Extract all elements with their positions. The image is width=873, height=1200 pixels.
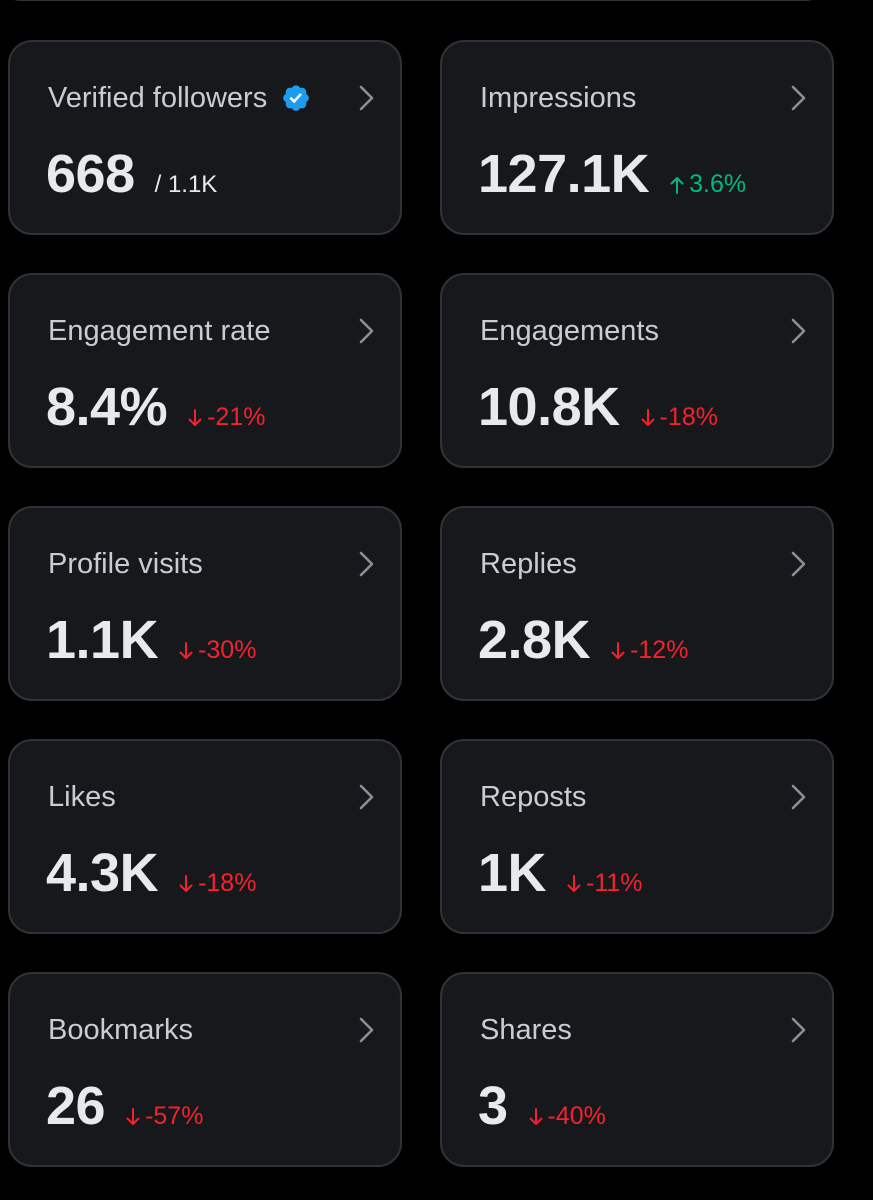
chevron-right-icon[interactable] — [356, 1016, 378, 1044]
arrow-up-icon — [670, 177, 684, 194]
metric-delta-value: -21% — [207, 403, 266, 431]
metric-delta: -40% — [528, 1102, 606, 1131]
metric-delta: -30% — [178, 636, 256, 665]
metric-label: Bookmarks — [48, 1014, 194, 1046]
metric-label: Replies — [480, 548, 577, 580]
chevron-right-icon[interactable] — [356, 783, 378, 811]
arrow-down-icon — [611, 642, 625, 659]
metric-delta-value: -30% — [198, 636, 257, 664]
metric-delta: -18% — [178, 869, 256, 898]
metric-label: Likes — [48, 781, 116, 813]
metric-value: 127.1K — [478, 144, 650, 204]
metric-card-reposts[interactable]: Reposts 1K -11% — [440, 739, 834, 934]
metric-delta: 3.6% — [669, 170, 746, 199]
metric-card-impressions[interactable]: Impressions 127.1K 3.6% — [440, 40, 834, 235]
metric-delta-value: -40% — [547, 1102, 606, 1130]
metric-value: 668 — [46, 144, 135, 204]
arrow-down-icon — [179, 642, 193, 659]
metric-delta: -18% — [640, 403, 718, 432]
metric-label: Reposts — [480, 781, 587, 813]
metric-label: Impressions — [480, 82, 637, 114]
metric-value: 10.8K — [478, 377, 620, 437]
metric-label: Profile visits — [48, 548, 203, 580]
metric-delta: -57% — [125, 1102, 203, 1131]
metric-value: 4.3K — [46, 843, 159, 903]
metric-label: Shares — [480, 1014, 572, 1046]
metric-delta-value: -11% — [586, 869, 643, 897]
metric-label: Verified followers — [48, 82, 268, 114]
arrow-down-icon — [126, 1108, 140, 1125]
metric-value: 3 — [478, 1076, 508, 1136]
chevron-right-icon[interactable] — [788, 550, 810, 578]
metric-label: Engagements — [480, 315, 659, 347]
verified-badge-icon — [283, 85, 310, 111]
metric-value: 2.8K — [478, 610, 591, 670]
metric-delta-value: -57% — [145, 1102, 204, 1130]
chevron-right-icon[interactable] — [356, 84, 378, 112]
arrow-down-icon — [567, 875, 581, 892]
metric-card-replies[interactable]: Replies 2.8K -12% — [440, 506, 834, 701]
metric-card-engagements[interactable]: Engagements 10.8K -18% — [440, 273, 834, 468]
metric-delta-value: -12% — [630, 636, 689, 664]
metric-delta: -12% — [610, 636, 688, 665]
metric-total: / 1.1K — [154, 171, 218, 198]
metric-card-verified-followers[interactable]: Verified followers 668 / 1.1K — [8, 40, 402, 235]
chevron-right-icon[interactable] — [788, 317, 810, 345]
metric-delta: -11% — [566, 869, 643, 898]
chevron-right-icon[interactable] — [356, 550, 378, 578]
metric-card-engagement-rate[interactable]: Engagement rate 8.4% -21% — [8, 273, 402, 468]
arrow-down-icon — [179, 875, 193, 892]
metric-value: 1.1K — [46, 610, 159, 670]
metric-card-bookmarks[interactable]: Bookmarks 26 -57% — [8, 972, 402, 1167]
arrow-down-icon — [641, 409, 655, 426]
chevron-right-icon[interactable] — [356, 317, 378, 345]
metric-value: 8.4% — [46, 377, 168, 437]
metric-label: Engagement rate — [48, 315, 271, 347]
metric-delta-value: -18% — [659, 403, 718, 431]
chevron-right-icon[interactable] — [788, 1016, 810, 1044]
metric-value: 1K — [478, 843, 547, 903]
metric-delta-value: 3.6% — [689, 170, 747, 198]
metric-card-shares[interactable]: Shares 3 -40% — [440, 972, 834, 1167]
previous-card-edge — [0, 0, 826, 1]
arrow-down-icon — [188, 409, 202, 426]
metric-card-likes[interactable]: Likes 4.3K -18% — [8, 739, 402, 934]
arrow-down-icon — [529, 1108, 543, 1125]
metric-value: 26 — [46, 1076, 106, 1136]
chevron-right-icon[interactable] — [788, 783, 810, 811]
chevron-right-icon[interactable] — [788, 84, 810, 112]
metric-delta: -21% — [187, 403, 265, 432]
metric-card-profile-visits[interactable]: Profile visits 1.1K -30% — [8, 506, 402, 701]
metric-delta-value: -18% — [198, 869, 257, 897]
